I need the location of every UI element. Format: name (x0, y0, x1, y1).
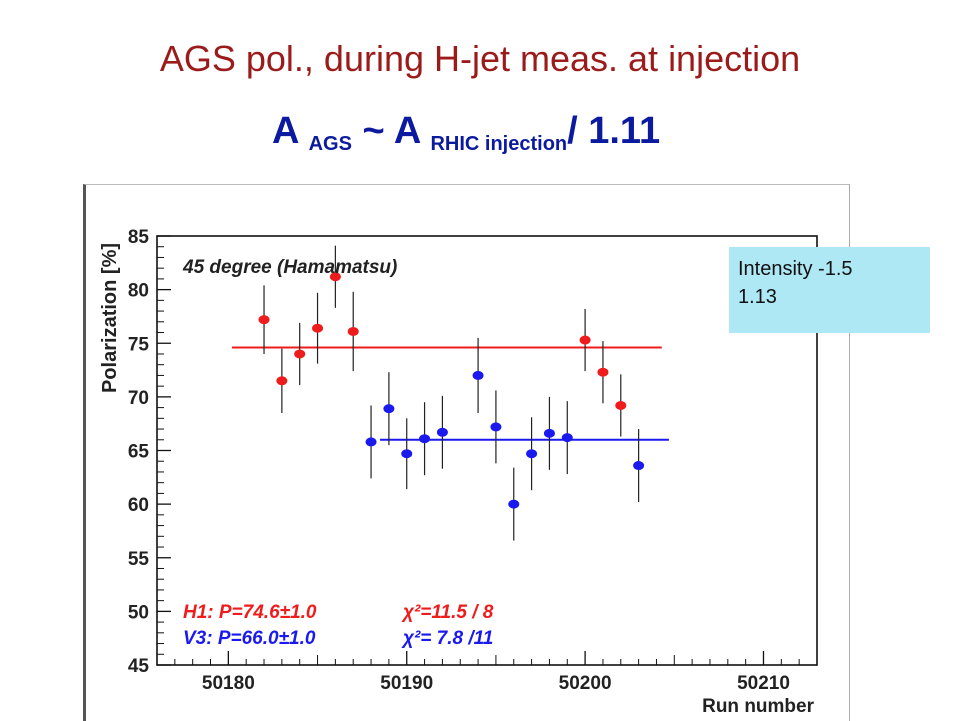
data-point-h1 (329, 245, 341, 308)
data-point-v3 (472, 337, 484, 413)
point-marker (329, 272, 341, 282)
point-marker (561, 433, 573, 443)
y-tick-label: 85 (128, 227, 150, 248)
data-point-v3 (365, 405, 377, 479)
y-axis-label: Polarization [%] (99, 243, 121, 393)
y-tick-label: 45 (128, 656, 150, 677)
plot-frame: 45 50 55 60 65 70 75 80 85 50180 50190 50200 50210 4… (83, 184, 850, 721)
y-tick-label: 50 (128, 602, 149, 623)
slide-title: AGS pol., during H-jet meas. at injectio… (159, 38, 801, 79)
axes-layer: 45 50 55 60 65 70 75 80 85 50180 50190 50200 50210 (128, 227, 818, 694)
point-marker (579, 335, 591, 345)
fit-annotation-h1: H1: P=74.6±1.0 χ²=11.5 / 8 (183, 602, 494, 623)
point-marker (472, 370, 484, 380)
point-marker (347, 326, 359, 336)
point-marker (633, 461, 645, 471)
data-point-h1 (258, 285, 270, 354)
data-point-v3 (401, 418, 413, 490)
data-point-v3 (508, 467, 520, 541)
point-marker (294, 349, 306, 359)
data-point-v3 (419, 402, 431, 476)
data-point-h1 (294, 322, 306, 386)
y-tick-label: 55 (128, 549, 150, 570)
point-marker (526, 449, 538, 459)
data-point-h1 (579, 308, 591, 372)
point-marker (365, 437, 377, 447)
y-tick-label: 80 (128, 281, 149, 302)
data-point-h1 (312, 292, 324, 364)
data-point-v3 (383, 372, 395, 446)
x-tick-label: 50210 (737, 673, 790, 694)
data-point-h1 (615, 374, 627, 437)
v3-fit-label: V3: P=66.0±1.0 (183, 628, 316, 649)
polarization-chart: 45 50 55 60 65 70 75 80 85 50180 50190 50200 50210 4… (99, 227, 818, 717)
data-point-v3 (490, 390, 502, 464)
intensity-line-1: Intensity -1.5 (738, 258, 853, 280)
h1-fit-label: H1: P=74.6±1.0 (183, 602, 317, 623)
x-axis-label: Run number (702, 696, 814, 717)
formula-sub-ags: AGS (308, 133, 352, 155)
data-point-v3 (561, 401, 573, 475)
data-point-v3 (633, 429, 645, 502)
point-marker (258, 315, 270, 325)
intensity-note-box: Intensity -1.5 1.13 (729, 247, 930, 333)
data-point-h1 (597, 341, 609, 404)
data-point-v3 (436, 395, 448, 469)
point-marker (543, 428, 555, 438)
formula-ratio: / 1.11 (567, 110, 661, 152)
formula-sub-rhic: RHIC injection (430, 133, 568, 155)
chart-title: 45 degree (Hamamatsu) (182, 257, 397, 278)
y-tick-label: 75 (128, 334, 150, 355)
y-tick-label: 65 (128, 442, 150, 463)
v3-chi2-label: χ²= 7.8 /11 (401, 628, 493, 649)
formula-a: A (272, 110, 299, 152)
data-point-v3 (526, 417, 538, 491)
point-marker (383, 404, 395, 414)
y-tick-label: 70 (128, 388, 149, 409)
data-point-h1 (347, 291, 359, 372)
point-marker (615, 400, 627, 410)
point-marker (436, 427, 448, 437)
intensity-line-2: 1.13 (738, 286, 777, 308)
data-point-h1 (276, 348, 288, 413)
fit-annotation-v3: V3: P=66.0±1.0 χ²= 7.8 /11 (183, 628, 493, 649)
h1-chi2-label: χ²=11.5 / 8 (401, 602, 494, 623)
point-marker (419, 434, 431, 444)
point-marker (490, 422, 502, 432)
plot-area-frame (156, 235, 818, 666)
point-marker (276, 376, 288, 386)
formula-heading: A AGS ~ A RHIC injection/ 1.11 (272, 110, 660, 156)
data-point-v3 (543, 396, 555, 470)
x-tick-label: 50190 (380, 673, 433, 694)
data-points (258, 245, 645, 541)
point-marker (597, 367, 609, 377)
formula-a-rhic: ~ A (351, 110, 420, 152)
point-marker (401, 449, 413, 459)
y-tick-label: 60 (128, 495, 149, 516)
point-marker (312, 323, 324, 333)
point-marker (508, 499, 520, 509)
x-tick-label: 50180 (202, 673, 255, 694)
x-tick-label: 50200 (559, 673, 612, 694)
